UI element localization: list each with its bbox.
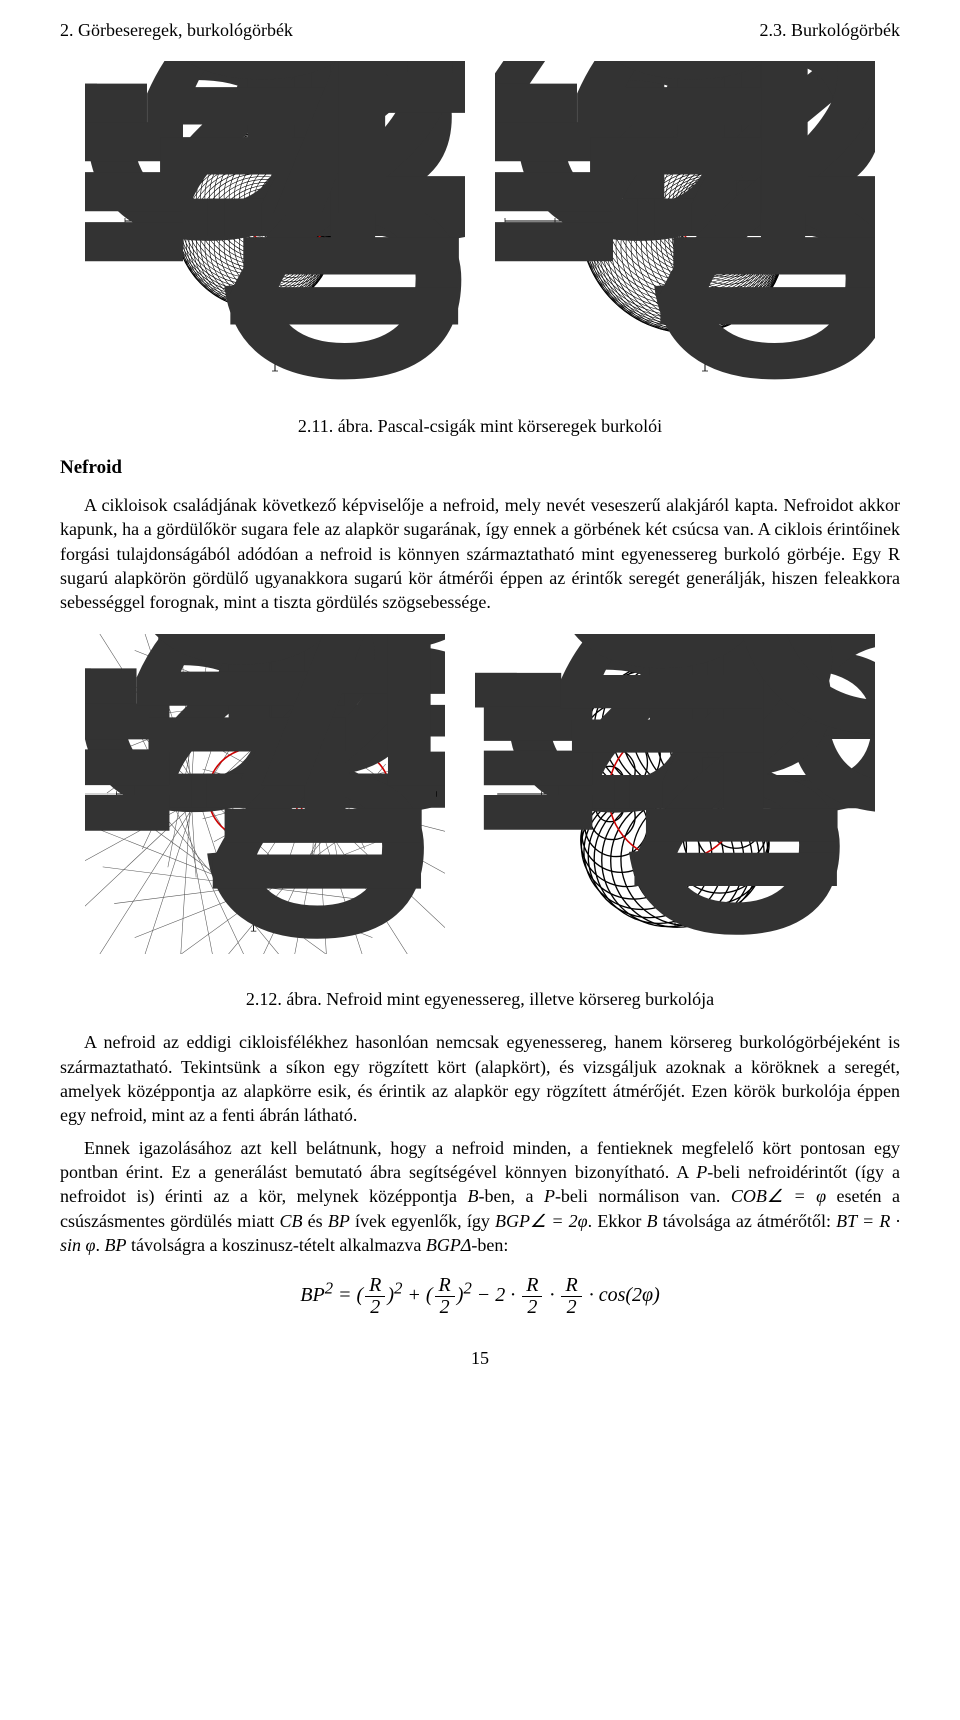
figure-212-right: -3-2-112345-3-2-1123C <box>475 634 875 959</box>
p3-h: távolsága az átmérőtől: <box>658 1211 837 1231</box>
figure-211-row: -3-2-1123-3-2-1123AB -4-3-2-1123-3-2-112… <box>60 61 900 386</box>
p3-f: ívek egyenlők, így <box>350 1211 495 1231</box>
p3-g: . Ekkor <box>588 1211 647 1231</box>
paragraph-1: A cikloisok családjának következő képvis… <box>60 493 900 614</box>
eq-fr3n: R <box>522 1275 542 1297</box>
p3-P2: P <box>544 1186 555 1206</box>
eq-dot: · <box>549 1284 559 1306</box>
paragraph-3: Ennek igazolásához azt kell belátnunk, h… <box>60 1136 900 1257</box>
eq-plus: + ( <box>407 1284 432 1306</box>
eq-lhs: BP <box>300 1284 324 1306</box>
p3-BGP: BGP∠ = 2φ <box>495 1211 588 1231</box>
p3-b: -ben, a <box>479 1186 544 1206</box>
figure-212-caption: 2.12. ábra. Nefroid mint egyenessereg, i… <box>60 989 900 1010</box>
p3-BGPtri: BGPΔ <box>426 1235 472 1255</box>
eq-fr1n: R <box>365 1275 385 1297</box>
section-heading-nefroid: Nefroid <box>60 457 900 479</box>
p3-CB: CB <box>279 1211 302 1231</box>
p3-k: -ben: <box>471 1235 508 1255</box>
header-left: 2. Görbeseregek, burkológörbék <box>60 20 293 41</box>
p3-COB: COB∠ = φ <box>731 1186 826 1206</box>
p3-e: és <box>303 1211 328 1231</box>
eq-eq: = ( <box>338 1284 363 1306</box>
svg-text:D: D <box>720 61 875 320</box>
eq-exp3: 2 <box>463 1279 471 1298</box>
eq-minus: − 2 · <box>477 1284 521 1306</box>
header-right: 2.3. Burkológörbék <box>760 20 900 41</box>
p3-BP2: BP <box>104 1235 126 1255</box>
figure-211-left: -3-2-1123-3-2-1123AB <box>85 61 465 386</box>
eq-fr4d: 2 <box>561 1297 581 1318</box>
p3-j: távolságra a koszinusz-tételt alkalmazva <box>126 1235 425 1255</box>
figure-211-right: -4-3-2-1123-3-2-1123D <box>495 61 875 386</box>
p3-BP: BP <box>328 1211 350 1231</box>
eq-fr1d: 2 <box>365 1297 385 1318</box>
eq-exp1: 2 <box>325 1279 333 1298</box>
figure-212-left: -3-2-11234-3-2-1123AB <box>85 634 445 959</box>
figure-211-caption: 2.11. ábra. Pascal-csigák mint körserege… <box>60 416 900 437</box>
p3-P: P <box>696 1162 707 1182</box>
eq-fr3d: 2 <box>522 1297 542 1318</box>
svg-text:C: C <box>712 634 875 825</box>
eq-cos: · cos(2φ) <box>589 1284 660 1306</box>
eq-exp2: 2 <box>394 1279 402 1298</box>
p3-B: B <box>468 1186 479 1206</box>
svg-text:B: B <box>298 61 466 320</box>
figure-212-row: -3-2-11234-3-2-1123AB -3-2-112345-3-2-11… <box>60 634 900 959</box>
page-number: 15 <box>60 1348 900 1369</box>
svg-text:B: B <box>350 634 445 883</box>
paragraph-2: A nefroid az eddigi cikloisfélékhez haso… <box>60 1030 900 1127</box>
p3-c: -beli normálison van. <box>555 1186 731 1206</box>
eq-fr4n: R <box>561 1275 581 1297</box>
eq-fr2n: R <box>435 1275 455 1297</box>
p3-B2: B <box>647 1211 658 1231</box>
eq-fr2d: 2 <box>435 1297 455 1318</box>
equation-block: BP2 = (R2)2 + (R2)2 − 2 · R2 · R2 · cos(… <box>60 1275 900 1318</box>
